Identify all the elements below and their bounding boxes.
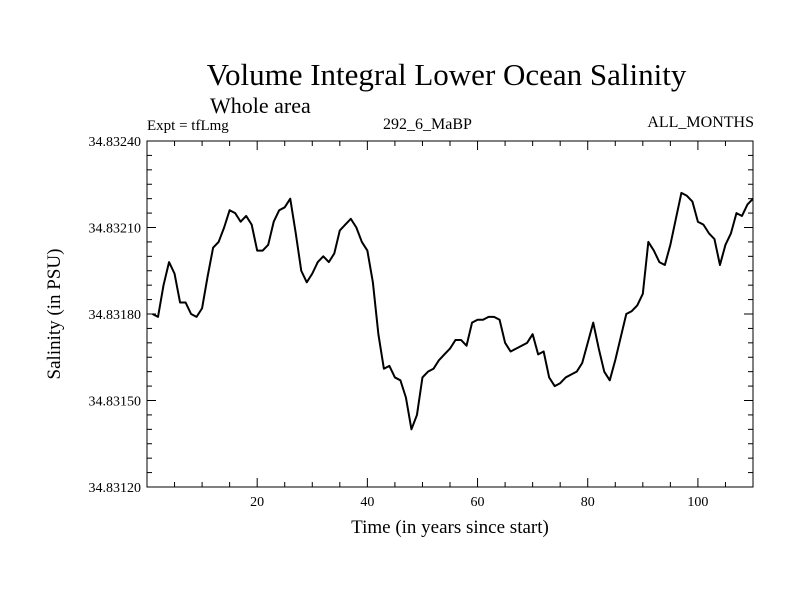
x-tick-label: 40	[360, 495, 374, 510]
x-tick-label: 100	[687, 495, 708, 510]
series-line-salinity	[152, 191, 754, 431]
tick-labels: 20 40 60 80 100 34.83120 34.83150 34.83180 34.83…	[89, 135, 709, 510]
y-tick-label: 34.83150	[89, 395, 142, 410]
chart-subtitle: Whole area	[210, 93, 311, 118]
x-tick-label: 80	[581, 495, 595, 510]
tick-marks	[147, 141, 753, 487]
x-tick-label: 20	[250, 495, 264, 510]
x-tick-label: 60	[471, 495, 485, 510]
experiment-label: Expt = tfLmg	[147, 118, 229, 134]
y-tick-label: 34.83120	[89, 481, 142, 496]
chart-title: Volume Integral Lower Ocean Salinity	[206, 57, 687, 92]
plot-frame	[146, 140, 754, 488]
x-axis-label: Time (in years since start)	[351, 517, 549, 538]
run-label: 292_6_MaBP	[383, 116, 472, 133]
months-label: ALL_MONTHS	[647, 114, 754, 131]
y-tick-label: 34.83210	[89, 222, 142, 237]
y-tick-label: 34.83240	[89, 135, 142, 150]
y-tick-label: 34.83180	[89, 308, 142, 323]
y-axis-label: Salinity (in PSU)	[44, 249, 65, 380]
